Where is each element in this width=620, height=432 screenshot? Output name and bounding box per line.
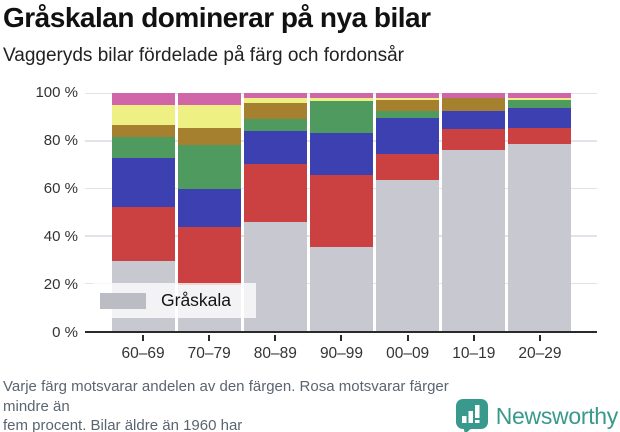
pink-segment <box>111 93 175 105</box>
pink-segment <box>309 93 374 98</box>
red-segment <box>309 175 374 247</box>
dark-yellow-segment <box>376 100 440 111</box>
x-cell: 60–69 <box>110 335 176 363</box>
grayscale-segment <box>508 144 572 331</box>
green-segment <box>309 101 374 134</box>
brand-name: Newsworthy <box>495 402 619 429</box>
x-tick <box>538 335 541 341</box>
x-tick-label: 70–79 <box>187 345 231 362</box>
pink-segment <box>508 93 572 98</box>
grayscale-segment <box>309 246 374 331</box>
red-segment <box>111 207 175 261</box>
blue-segment <box>508 108 572 128</box>
newsworthy-logo-icon <box>455 399 488 432</box>
bar-90–99 <box>309 93 374 331</box>
x-tick-label: 10–19 <box>452 345 496 362</box>
green-segment <box>508 100 572 109</box>
grayscale-segment <box>376 179 440 331</box>
x-tick-label: 00–09 <box>386 345 430 362</box>
y-axis-labels: 0 % 20 % 40 % 60 % 80 % 100 % <box>18 84 78 341</box>
legend: Gråskala <box>93 283 256 318</box>
red-segment <box>442 128 506 151</box>
bars-container <box>110 93 573 331</box>
green-segment <box>111 137 175 159</box>
blue-segment <box>111 158 175 208</box>
yellow-segment <box>309 97 374 102</box>
chart-subtitle: Vaggeryds bilar fördelade på färg och fo… <box>3 45 405 66</box>
x-tick <box>142 335 145 341</box>
y-tick-label: 100 % <box>35 84 78 101</box>
blue-segment <box>243 131 307 165</box>
bar-20–29 <box>508 93 572 331</box>
red-segment <box>376 153 440 180</box>
legend-label: Gråskala <box>161 290 232 310</box>
x-cell: 20–29 <box>507 335 573 363</box>
pink-segment <box>442 93 506 98</box>
x-cell: 90–99 <box>308 335 374 363</box>
bar-80–89 <box>243 93 307 331</box>
x-tick-label: 90–99 <box>319 345 364 362</box>
x-tick <box>274 335 277 341</box>
chart-title: Gråskalan dominerar på nya bilar <box>3 2 431 33</box>
footnote-line: fem procent. Bilar äldre än 1960 har <box>3 417 243 432</box>
yellow-segment <box>111 104 175 126</box>
dark-yellow-segment <box>177 127 241 146</box>
x-tick <box>208 335 211 341</box>
bar-70–79 <box>177 93 241 331</box>
x-cell: 00–09 <box>375 335 441 363</box>
dark-yellow-segment <box>111 125 175 138</box>
legend-swatch-grayscale <box>100 292 146 309</box>
blue-segment <box>376 118 440 154</box>
pink-segment <box>177 93 241 105</box>
x-cell: 80–89 <box>242 335 308 363</box>
bar-00–09 <box>376 93 440 331</box>
newsworthy-brand[interactable]: Newsworthy <box>455 398 618 432</box>
yellow-segment <box>177 104 241 128</box>
x-cell: 70–79 <box>176 335 242 363</box>
y-tick-label: 0 % <box>52 324 78 341</box>
plot-area: Gråskala <box>85 92 597 333</box>
bar-10–19 <box>442 93 506 331</box>
x-tick-label: 60–69 <box>121 345 165 362</box>
x-tick <box>472 335 475 341</box>
x-cell: 10–19 <box>441 335 507 363</box>
blue-segment <box>442 110 506 129</box>
x-tick-label: 80–89 <box>253 345 297 362</box>
pink-segment <box>376 93 440 98</box>
dark-yellow-segment <box>442 97 506 111</box>
pink-segment <box>243 93 307 98</box>
red-segment <box>177 227 241 285</box>
grayscale-segment <box>442 150 506 331</box>
blue-segment <box>309 133 374 176</box>
blue-segment <box>177 189 241 228</box>
x-tick <box>406 335 409 341</box>
dark-yellow-segment <box>243 102 307 120</box>
y-tick-label: 40 % <box>43 228 78 245</box>
yellow-segment <box>243 97 307 103</box>
y-tick-label: 60 % <box>43 180 78 197</box>
x-tick-label: 20–29 <box>518 345 562 362</box>
green-segment <box>177 145 241 190</box>
yellow-segment <box>376 97 440 101</box>
footnote-line: Varje färg motsvarar andelen av den färg… <box>3 378 449 415</box>
green-segment <box>243 119 307 132</box>
y-tick-label: 80 % <box>43 132 78 149</box>
red-segment <box>243 164 307 222</box>
footnote: Varje färg motsvarar andelen av den färg… <box>3 377 478 432</box>
green-segment <box>376 110 440 119</box>
x-axis-labels: 60–69 70–79 80–89 90–99 00–09 10–19 20–29 <box>110 335 573 363</box>
x-tick <box>340 335 343 341</box>
yellow-segment <box>508 97 572 101</box>
y-tick-label: 20 % <box>43 276 78 293</box>
red-segment <box>508 127 572 145</box>
